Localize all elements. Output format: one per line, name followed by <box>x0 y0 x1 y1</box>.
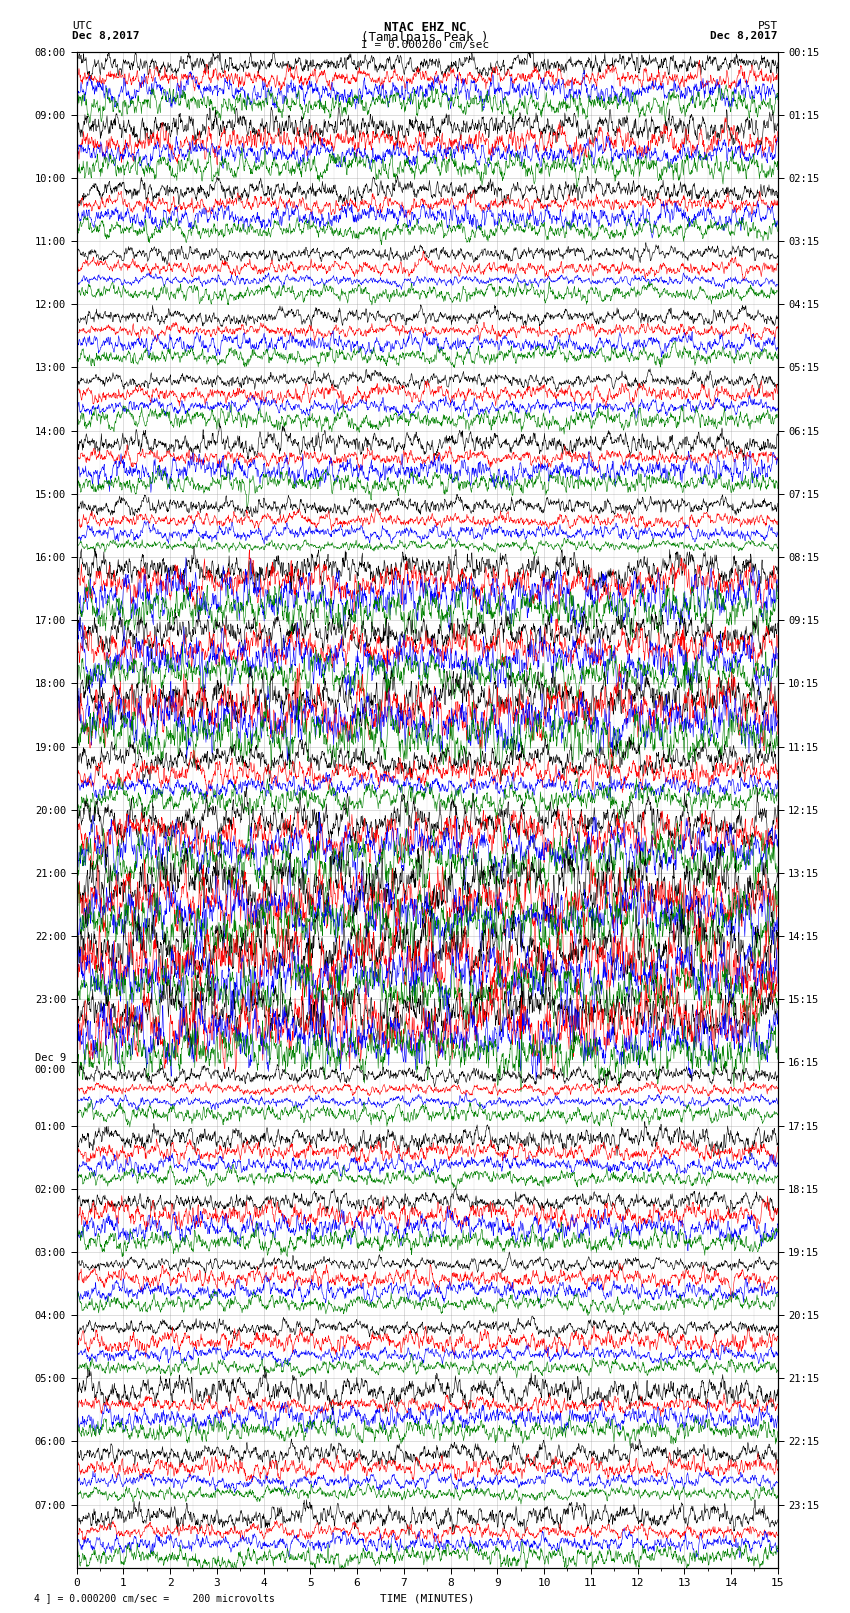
Text: PST: PST <box>757 21 778 31</box>
Text: UTC: UTC <box>72 21 93 31</box>
Text: NTAC EHZ NC: NTAC EHZ NC <box>383 21 467 34</box>
X-axis label: TIME (MINUTES): TIME (MINUTES) <box>380 1594 474 1603</box>
Text: I = 0.000200 cm/sec: I = 0.000200 cm/sec <box>361 40 489 50</box>
Text: 4 ] = 0.000200 cm/sec =    200 microvolts: 4 ] = 0.000200 cm/sec = 200 microvolts <box>34 1594 275 1603</box>
Text: Dec 8,2017: Dec 8,2017 <box>711 31 778 40</box>
Text: Dec 8,2017: Dec 8,2017 <box>72 31 139 40</box>
Text: (Tamalpais Peak ): (Tamalpais Peak ) <box>361 31 489 44</box>
